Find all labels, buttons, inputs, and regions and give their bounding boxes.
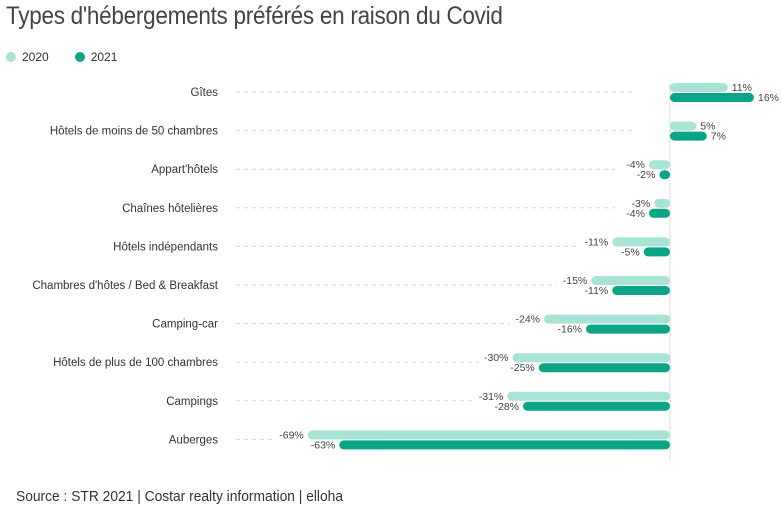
data-label-2021: -4%	[626, 208, 645, 220]
data-label-2020: 11%	[732, 82, 752, 94]
category-label: Hôtels indépendants	[113, 241, 218, 253]
legend-label-2021: 2021	[90, 50, 118, 64]
bar-2021	[659, 170, 670, 180]
bar-2020	[654, 198, 670, 208]
bar-2020	[649, 160, 670, 170]
data-label-2020: -11%	[585, 236, 609, 248]
legend-swatch-2021	[74, 52, 85, 62]
bar-2020	[591, 276, 670, 285]
bar-2020	[670, 83, 728, 92]
bar-chart: Gîtes 11% 16% Hôtels de moins de 50 chambre…	[32, 82, 779, 460]
category-label: Hôtels de plus de 100 chambres	[53, 357, 218, 369]
legend: 2020 2021	[6, 50, 143, 64]
legend-label-2020: 2020	[22, 50, 49, 64]
data-label-2021: -16%	[557, 324, 582, 336]
category-label: Auberges	[169, 434, 218, 446]
bar-2021	[339, 440, 670, 450]
data-label-2021: -2%	[637, 169, 656, 181]
bar-2020	[544, 314, 670, 324]
bar-2020	[670, 121, 697, 131]
bar-2020	[307, 430, 670, 440]
legend-item-2021: 2021	[74, 50, 118, 64]
category-label: Campings	[166, 396, 218, 408]
data-label-2020: 5%	[700, 121, 715, 133]
data-label-2020: -15%	[563, 275, 588, 287]
bar-2020	[612, 237, 670, 247]
bar-2021	[612, 286, 670, 295]
data-label-2021: 7%	[711, 131, 726, 143]
bar-2021	[538, 363, 670, 373]
legend-item-2020: 2020	[6, 50, 49, 64]
category-label: Hôtels de moins de 50 chambres	[50, 126, 218, 138]
bar-2020	[507, 391, 670, 401]
bar-2021	[670, 131, 707, 141]
legend-swatch-2020	[6, 52, 16, 62]
data-label-2020: -30%	[484, 352, 509, 364]
data-label-2020: -31%	[479, 391, 504, 403]
data-label-2021: -5%	[621, 246, 640, 258]
bar-2021	[643, 247, 670, 257]
data-label-2021: -25%	[510, 362, 535, 374]
data-label-2020: -69%	[279, 429, 304, 441]
data-label-2021: 16%	[758, 92, 779, 104]
chart-title: Types d'hébergements préférés en raison …	[6, 2, 503, 30]
data-label-2020: -4%	[626, 159, 645, 171]
category-label: Chaînes hôtelières	[122, 203, 218, 215]
bar-2021	[523, 401, 670, 411]
bar-2021	[649, 208, 670, 218]
source-note: Source : STR 2021 | Costar realty inform…	[16, 488, 344, 505]
category-label: Appart'hôtels	[151, 164, 218, 176]
data-label-2021: -28%	[494, 401, 519, 413]
data-label-2021: -11%	[585, 285, 609, 297]
category-label: Gîtes	[191, 87, 219, 99]
data-label-2021: -63%	[311, 439, 336, 451]
data-label-2020: -24%	[515, 314, 540, 326]
bar-2020	[512, 353, 670, 363]
category-label: Chambres d'hôtes / Bed & Breakfast	[32, 280, 218, 292]
bar-2021	[586, 324, 670, 334]
data-label-2020: -3%	[632, 198, 651, 210]
category-label: Camping-car	[152, 319, 218, 331]
bar-2021	[670, 93, 754, 102]
